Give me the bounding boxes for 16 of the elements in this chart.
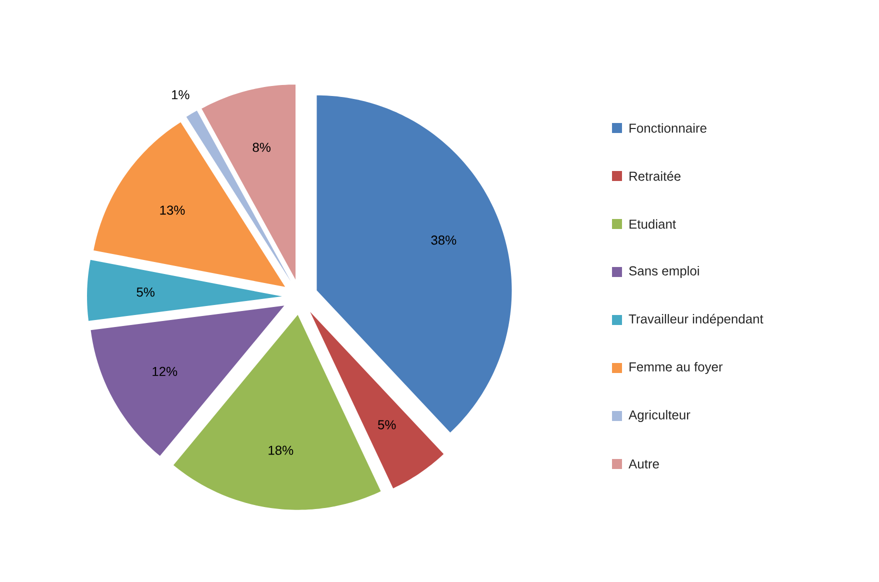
legend-label: Retraitée bbox=[630, 171, 680, 181]
legend-label: Travailleur indépendant bbox=[628, 314, 764, 326]
data-label: 38% bbox=[431, 236, 456, 245]
legend-label: Autre bbox=[628, 459, 659, 469]
legend-label: Etudiant bbox=[630, 219, 676, 229]
data-label: 13% bbox=[160, 206, 185, 215]
data-label: 12% bbox=[152, 366, 178, 376]
legend-label: Agriculteur bbox=[628, 410, 690, 422]
legend-label: Femme au foyer bbox=[630, 362, 723, 374]
data-label: 5% bbox=[136, 288, 154, 297]
legend-label: Fonctionnaire bbox=[630, 123, 706, 133]
data-label: 18% bbox=[268, 446, 294, 455]
data-label: 1% bbox=[172, 90, 190, 100]
data-label: 5% bbox=[378, 420, 396, 430]
data-label: 8% bbox=[252, 142, 270, 152]
legend-label: Sans emploi bbox=[629, 266, 699, 278]
